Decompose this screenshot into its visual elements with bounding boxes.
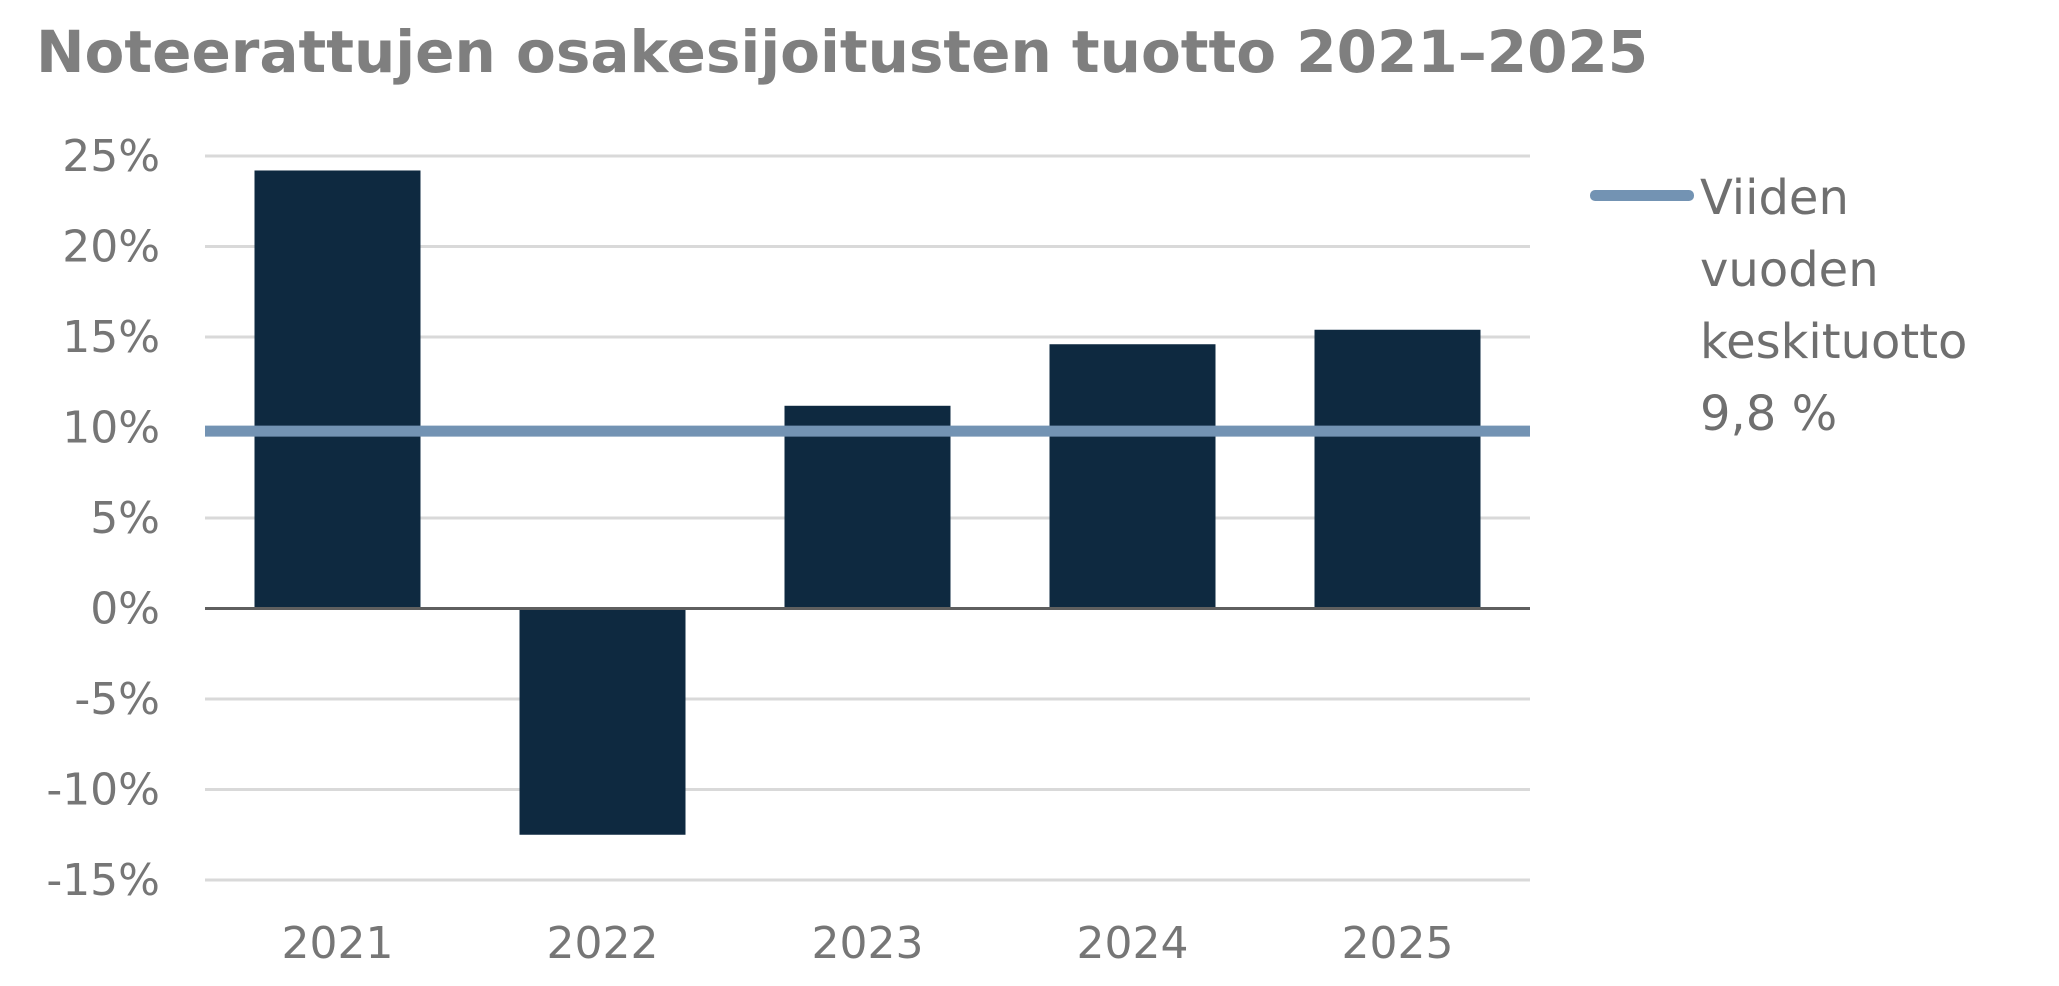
x-tick-label: 2022 [547,918,659,969]
y-tick-label: 25% [62,131,160,182]
x-tick-label: 2025 [1342,918,1454,969]
y-tick-label: 0% [90,584,160,635]
y-axis-ticks: 25% 20% 15% 10% 5% 0% -5% -10% -15% [46,131,160,906]
bars [254,170,1481,835]
bar [254,170,421,609]
y-tick-label: -10% [46,765,160,816]
x-axis-ticks: 2021 2022 2023 2024 2025 [282,918,1454,969]
x-tick-label: 2024 [1077,918,1189,969]
y-tick-label: -5% [74,674,160,725]
x-tick-label: 2023 [812,918,924,969]
legend-swatch-average [1590,190,1694,201]
legend-label-average: Viiden vuoden keskituotto 9,8 % [1700,170,1968,442]
y-tick-label: 5% [90,493,160,544]
bar [784,405,951,609]
bar [1049,344,1216,609]
y-tick-label: -15% [46,855,160,906]
bar [1314,329,1481,609]
y-tick-label: 15% [62,312,160,363]
x-tick-label: 2021 [282,918,394,969]
bar [519,608,686,835]
chart-title: Noteerattujen osakesijoitusten tuotto 20… [36,18,1649,86]
y-tick-label: 20% [62,222,160,273]
legend: Viiden vuoden keskituotto 9,8 % [1590,162,2030,450]
y-tick-label: 10% [62,403,160,454]
